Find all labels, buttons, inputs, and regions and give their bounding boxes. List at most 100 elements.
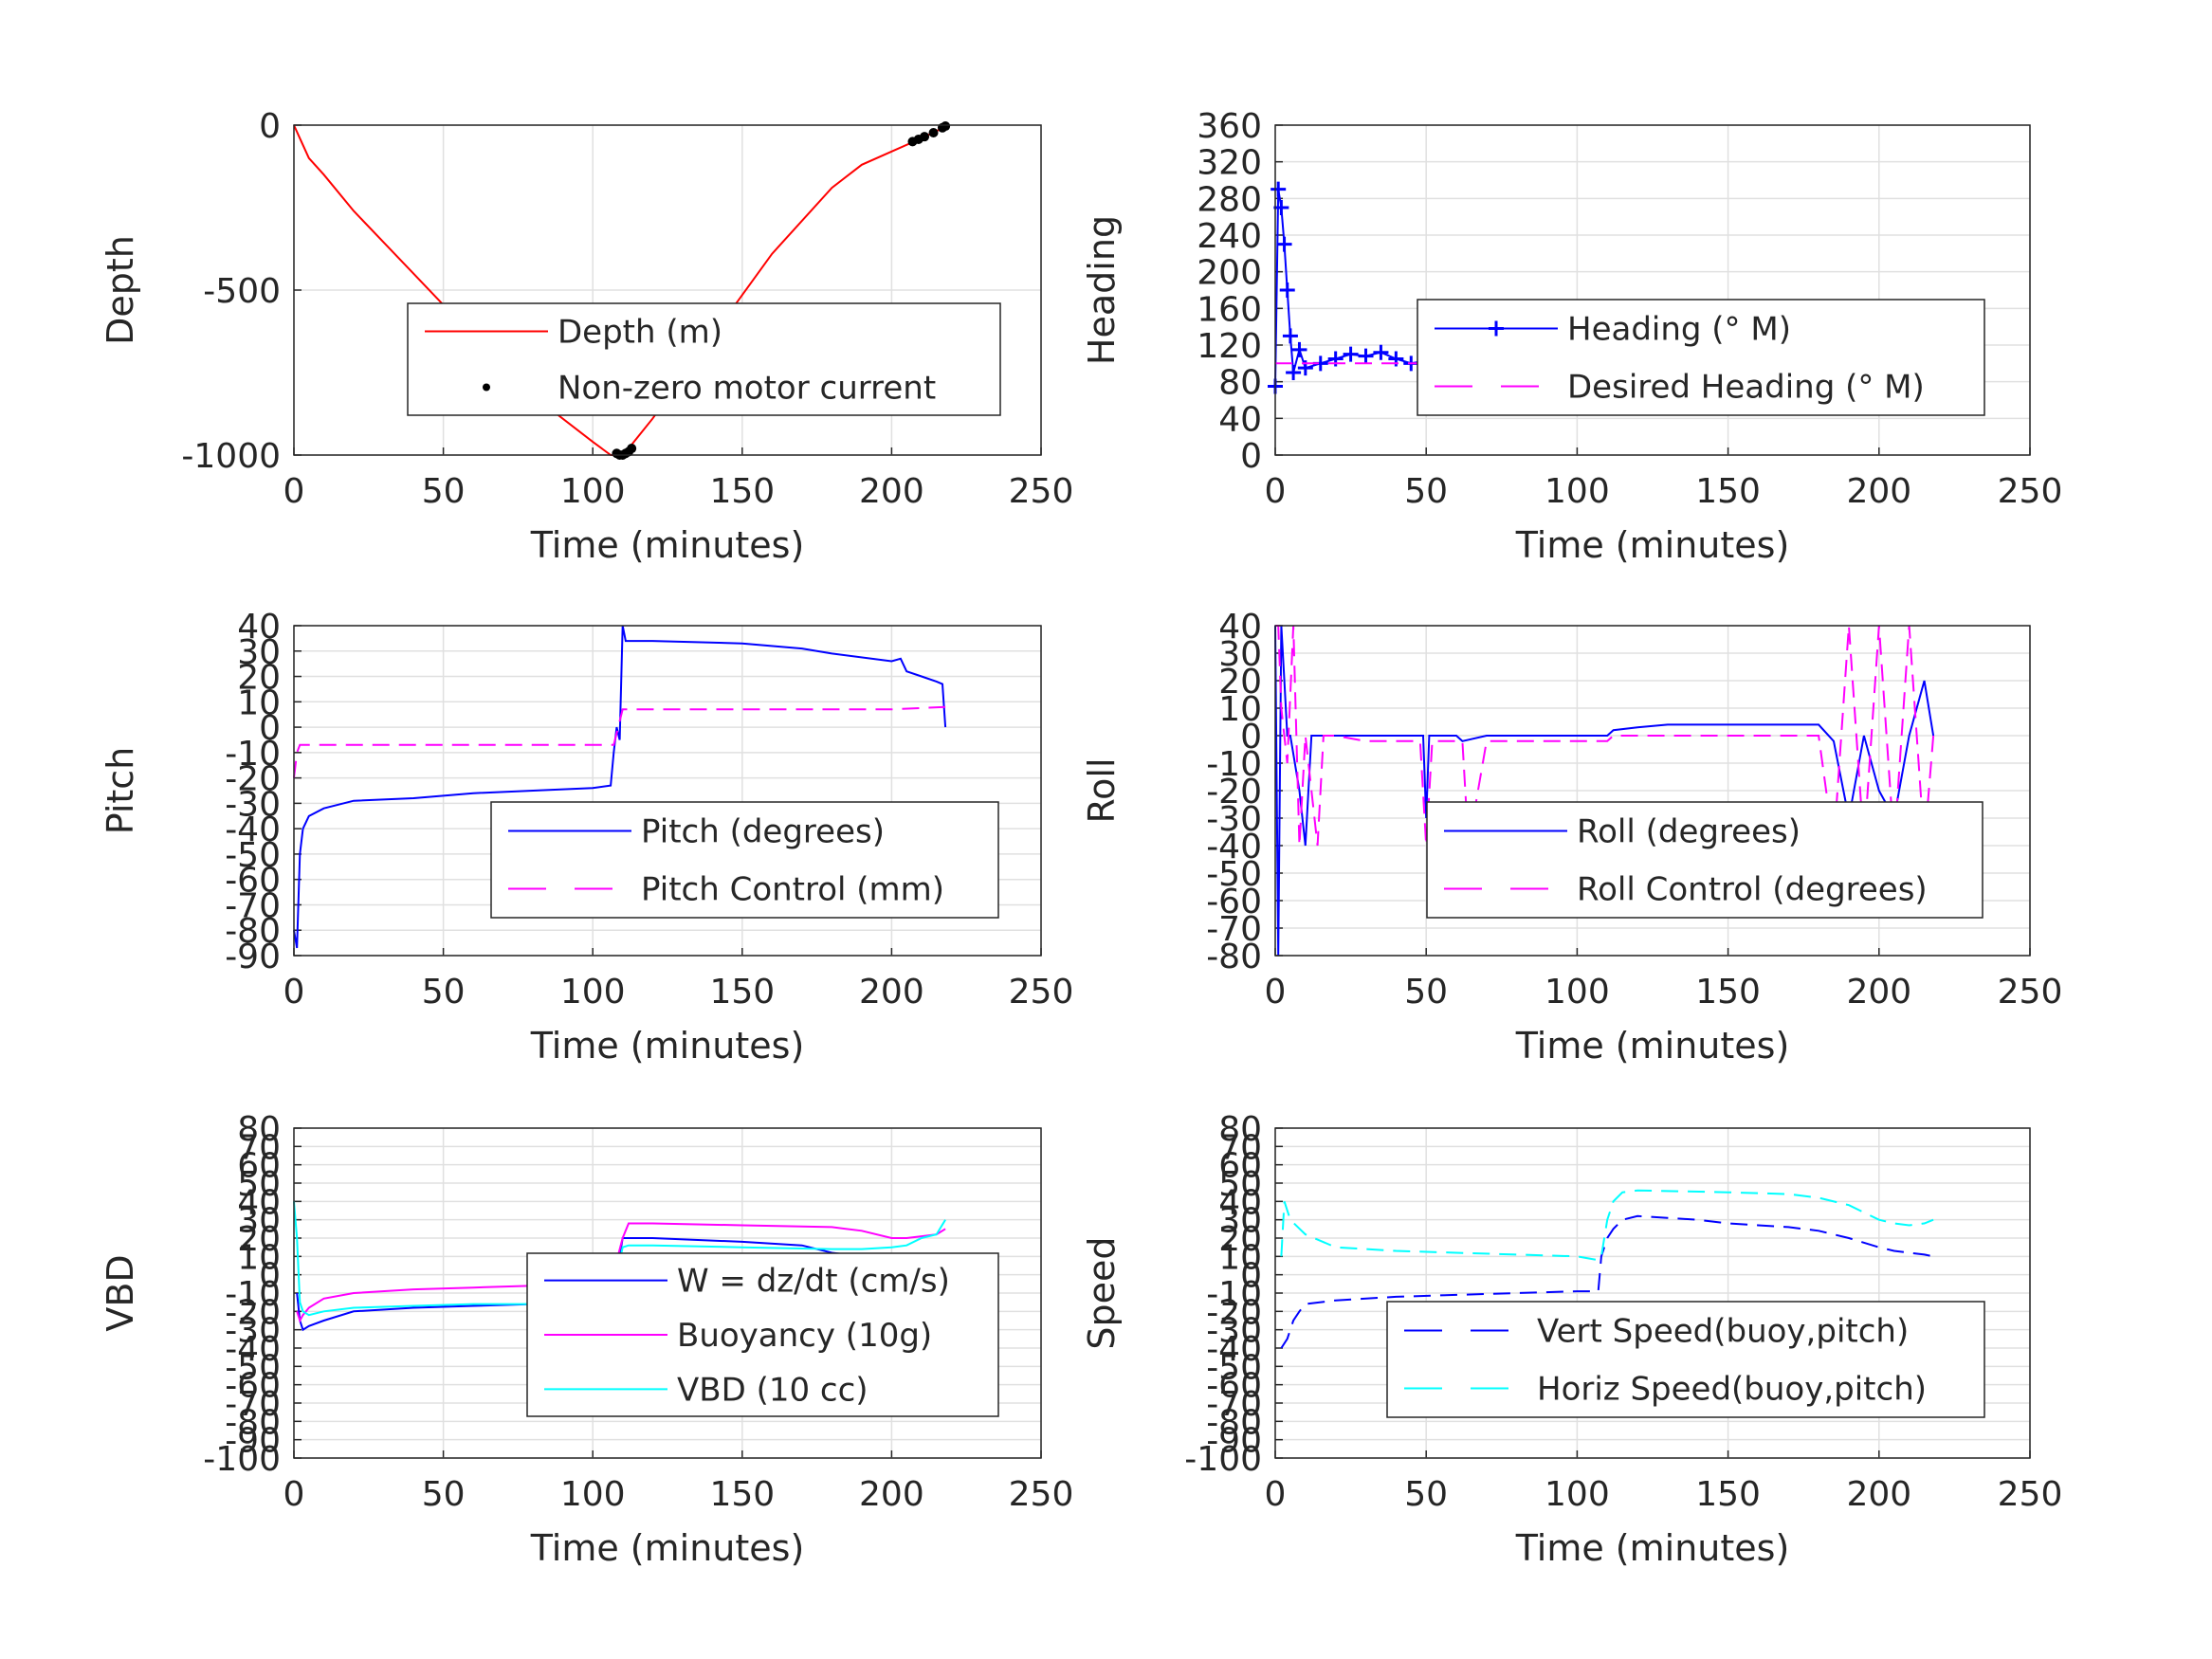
roll-legend-box [1426, 801, 1983, 919]
pitch-xtick-label: 0 [283, 973, 305, 1012]
speed-ytick-label: -70 [1206, 1385, 1262, 1424]
pitch-xtick-label: 200 [859, 973, 924, 1012]
heading-ytick-label: 320 [1197, 144, 1262, 183]
pitch-ytick-label: 10 [237, 684, 281, 722]
vbd-xtick-label: 0 [283, 1475, 305, 1514]
heading-ytick-label: 280 [1197, 180, 1262, 219]
vbd-ytick-label: -20 [225, 1293, 281, 1332]
panel-heading: 0 50 100 150 200 2500408012016020024028032036… [1081, 107, 2062, 566]
heading-ytick-label: 240 [1197, 217, 1262, 256]
roll-xtick-label: 0 [1265, 973, 1287, 1012]
speed-y-axis-label: Speed [1081, 1236, 1123, 1349]
roll-ytick-label: -80 [1206, 938, 1262, 976]
depth-point [627, 444, 637, 454]
roll-ytick-label: -20 [1206, 773, 1262, 811]
vbd-ytick-label: -50 [225, 1348, 281, 1387]
depth-xtick-label: 0 [283, 472, 305, 511]
heading-legend-box [1417, 299, 1985, 416]
pitch-ytick-label: -50 [225, 836, 281, 875]
speed-xtick-label: 50 [1404, 1475, 1448, 1514]
heading-xtick-label: 50 [1404, 472, 1448, 511]
heading-axes-frame [1274, 124, 2031, 456]
roll-legend-label: Roll Control (degrees) [1577, 871, 1928, 909]
vbd-ytick-label: -90 [225, 1422, 281, 1461]
speed-ytick-label: -10 [1206, 1275, 1262, 1314]
roll-x-axis-label: Time (minutes) [1515, 1025, 1790, 1066]
speed-ytick-label: -100 [1184, 1440, 1262, 1479]
speed-ytick-label: 40 [1218, 1183, 1262, 1222]
pitch-ytick-label: -40 [225, 811, 281, 849]
speed-ytick-label: 80 [1218, 1110, 1262, 1149]
speed-series-line [1280, 1214, 1934, 1349]
speed-legend: Vert Speed(buoy,pitch) Horiz Speed(buoy,p… [1386, 1301, 1985, 1418]
pitch-ytick-label: 0 [259, 709, 281, 748]
heading-y-axis-label: Heading [1081, 215, 1123, 365]
heading-x-axis-label: Time (minutes) [1515, 524, 1790, 566]
depth-y-axis-label: Depth [100, 235, 141, 345]
vbd-ytick-label: 10 [237, 1238, 281, 1277]
depth-ytick-label: 0 [259, 107, 281, 146]
roll-ytick-label: 0 [1240, 718, 1262, 757]
speed-ytick-label: 10 [1218, 1238, 1262, 1277]
heading-marker [1282, 328, 1298, 344]
pitch-ytick-label: -70 [225, 886, 281, 925]
speed-xtick-label: 250 [1998, 1475, 2063, 1514]
heading-marker [1276, 236, 1292, 252]
vbd-legend-label: VBD (10 cc) [677, 1371, 868, 1409]
roll-legend: Roll (degrees) Roll Control (degrees) [1426, 801, 1983, 919]
depth-point [928, 128, 939, 138]
heading-ytick-label: 80 [1218, 364, 1262, 403]
vbd-ytick-label: -80 [225, 1403, 281, 1442]
pitch-axes-frame [293, 625, 1042, 957]
roll-legend-label: Roll (degrees) [1577, 813, 1801, 851]
heading-ytick-label: 360 [1197, 107, 1262, 146]
roll-ytick-label: -40 [1206, 828, 1262, 866]
pitch-legend: Pitch (degrees) Pitch Control (mm) [490, 801, 999, 919]
heading-xtick-label: 100 [1545, 472, 1610, 511]
heading-legend-label: Heading (° M) [1567, 311, 1791, 349]
vbd-ytick-label: 60 [237, 1147, 281, 1186]
roll-ytick-label: -30 [1206, 800, 1262, 839]
speed-ytick-label: 70 [1218, 1128, 1262, 1167]
speed-ytick-label: 60 [1218, 1147, 1262, 1186]
speed-legend-box [1386, 1301, 1985, 1418]
roll-ytick-label: 10 [1218, 690, 1262, 729]
pitch-xtick-label: 100 [560, 973, 626, 1012]
vbd-xtick-label: 150 [709, 1475, 775, 1514]
depth-xtick-label: 100 [560, 472, 626, 511]
speed-ytick-label: -30 [1206, 1312, 1262, 1351]
speed-ytick-label: -60 [1206, 1367, 1262, 1406]
heading-ytick-label: 0 [1240, 437, 1262, 476]
vbd-xtick-label: 250 [1009, 1475, 1074, 1514]
speed-ytick-label: 20 [1218, 1220, 1262, 1259]
pitch-xtick-label: 250 [1009, 973, 1074, 1012]
roll-xtick-label: 50 [1404, 973, 1448, 1012]
vbd-xtick-label: 100 [560, 1475, 626, 1514]
heading-marker [1373, 344, 1389, 360]
speed-xtick-label: 100 [1545, 1475, 1610, 1514]
pitch-y-axis-label: Pitch [100, 747, 141, 835]
heading-marker [1343, 346, 1359, 362]
speed-xtick-label: 150 [1695, 1475, 1761, 1514]
vbd-y-axis-label: VBD [100, 1254, 141, 1331]
heading-legend-marker [1489, 320, 1504, 337]
heading-ytick-label: 120 [1197, 327, 1262, 366]
depth-x-axis-label: Time (minutes) [530, 524, 805, 566]
pitch-ytick-label: 40 [237, 608, 281, 647]
vbd-ytick-label: 0 [259, 1257, 281, 1296]
pitch-ytick-label: -20 [225, 760, 281, 799]
vbd-xtick-label: 50 [422, 1475, 466, 1514]
depth-legend: Depth (m) Non-zero motor current [407, 302, 1001, 416]
speed-legend-label: Vert Speed(buoy,pitch) [1537, 1313, 1909, 1351]
depth-legend-label: Depth (m) [558, 314, 722, 352]
roll-ytick-label: 20 [1218, 663, 1262, 702]
vbd-ytick-label: -100 [203, 1440, 281, 1479]
depth-legend-label: Non-zero motor current [558, 370, 936, 408]
vbd-ytick-label: 70 [237, 1128, 281, 1167]
depth-xtick-label: 150 [709, 472, 775, 511]
heading-xtick-label: 250 [1998, 472, 2063, 511]
depth-xtick-label: 200 [859, 472, 924, 511]
speed-axes-frame [1274, 1127, 2031, 1459]
speed-x-axis-label: Time (minutes) [1515, 1527, 1790, 1569]
